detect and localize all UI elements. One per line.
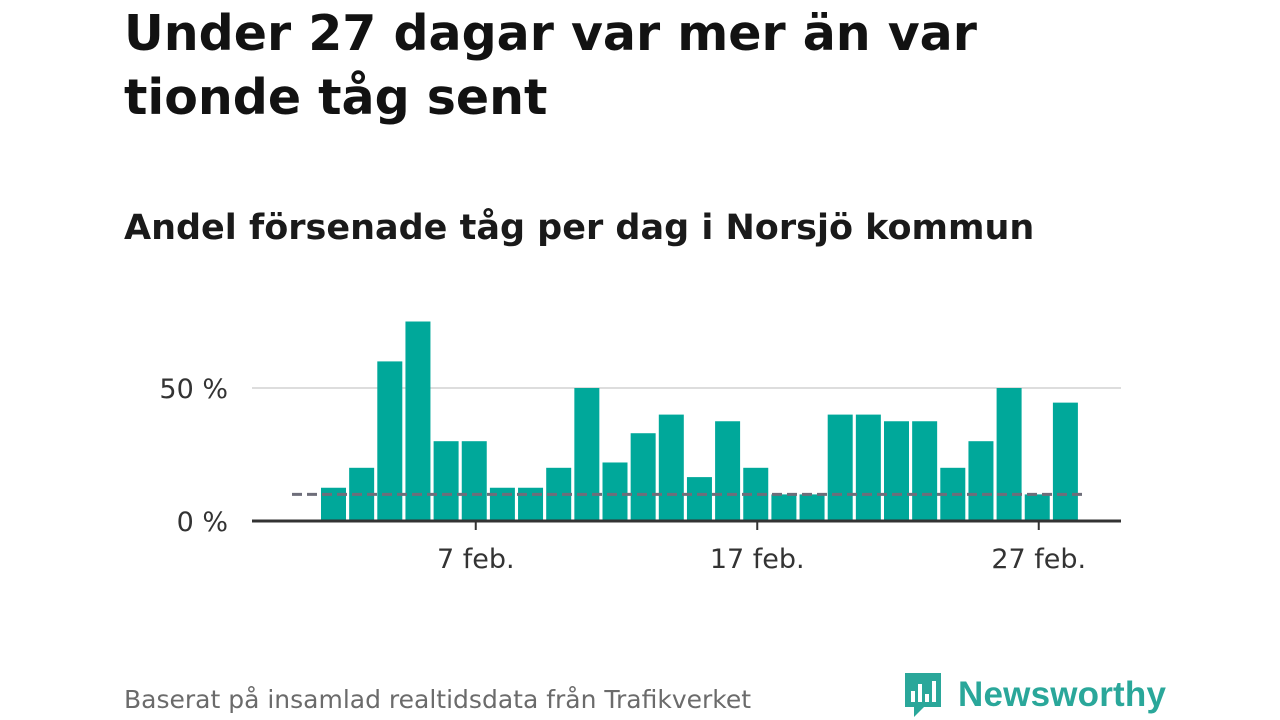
bar xyxy=(715,421,741,521)
newsworthy-logo-icon xyxy=(905,673,941,717)
x-tick-label: 7 feb. xyxy=(437,544,515,575)
bar xyxy=(630,433,656,521)
bar xyxy=(771,494,797,521)
chart-subtitle: Andel försenade tåg per dag i Norsjö kom… xyxy=(124,208,1035,248)
bar xyxy=(405,321,431,521)
bar xyxy=(518,487,544,521)
bar xyxy=(602,462,628,521)
bar xyxy=(1024,494,1050,521)
brand-name: Newsworthy xyxy=(958,675,1167,714)
y-tick-label: 0 % xyxy=(177,507,228,538)
bar xyxy=(799,494,825,521)
bar xyxy=(658,414,684,521)
bar xyxy=(461,441,487,521)
bar xyxy=(968,441,994,521)
bar xyxy=(912,421,938,521)
bar xyxy=(996,388,1022,521)
brand-logo[interactable]: Newsworthy xyxy=(902,670,1166,720)
bar xyxy=(884,421,909,521)
bar xyxy=(827,414,853,521)
bar xyxy=(574,388,600,521)
source-note: Baserat på insamlad realtidsdata från Tr… xyxy=(124,685,752,714)
bar xyxy=(686,477,712,521)
bar xyxy=(489,487,515,521)
x-tick-label: 17 feb. xyxy=(710,544,805,575)
x-tick-label: 27 feb. xyxy=(991,544,1086,575)
bar xyxy=(855,414,881,521)
y-tick-label: 50 % xyxy=(159,374,228,405)
bar-chart: 0 % 50 % 7 feb. 17 feb. 27 feb. xyxy=(159,321,1121,575)
bar xyxy=(377,361,403,521)
bar xyxy=(321,487,346,521)
bar xyxy=(1052,402,1078,521)
chart-title: Under 27 dagar var mer än var tionde tåg… xyxy=(124,5,977,126)
bar xyxy=(433,441,459,521)
